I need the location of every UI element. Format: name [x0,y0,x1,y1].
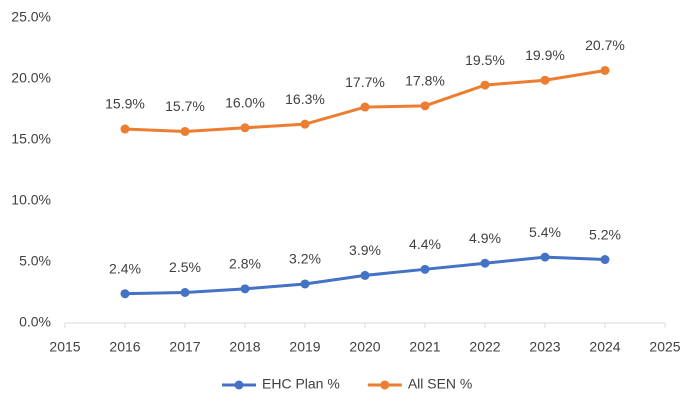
data-label: 15.7% [165,98,205,114]
y-tick-label: 15.0% [11,131,51,147]
data-label: 5.2% [589,226,621,242]
data-label: 2.4% [109,260,141,276]
data-point [600,65,610,75]
data-point [240,284,250,294]
legend-marker [234,380,244,390]
legend-label: All SEN % [408,376,473,392]
x-tick-label: 2024 [589,339,620,355]
data-label: 19.9% [525,47,565,63]
x-tick-label: 2016 [109,339,140,355]
data-label: 4.4% [409,236,441,252]
data-point [420,101,430,111]
data-point [360,102,370,112]
y-tick-label: 25.0% [11,9,51,25]
data-point [300,279,310,289]
x-tick-label: 2020 [349,339,380,355]
x-tick-label: 2022 [469,339,500,355]
data-point [540,75,550,85]
data-point [120,289,130,299]
y-tick-label: 20.0% [11,70,51,86]
x-tick-label: 2018 [229,339,260,355]
data-point [180,288,190,297]
data-label: 3.2% [289,251,321,267]
data-label: 17.8% [405,73,445,89]
data-label: 19.5% [465,52,505,68]
data-point [300,119,310,129]
y-tick-label: 10.0% [11,192,51,208]
data-label: 16.3% [285,91,325,107]
data-point [420,264,430,274]
data-label: 5.4% [529,224,561,240]
data-label: 4.9% [469,230,501,246]
x-tick-label: 2017 [169,339,200,355]
legend-label: EHC Plan % [262,376,340,392]
data-point [480,80,490,90]
data-point [480,258,490,268]
x-tick-label: 2023 [529,339,560,355]
x-tick-label: 2015 [49,339,80,355]
x-tick-label: 2025 [649,339,680,355]
data-point [600,255,610,265]
data-label: 2.5% [169,259,201,275]
y-tick-label: 0.0% [19,314,51,330]
data-point [360,270,370,280]
data-point [180,126,190,136]
y-tick-label: 5.0% [19,253,51,269]
data-label: 3.9% [349,242,381,258]
data-label: 2.8% [229,256,261,272]
data-point [120,124,130,134]
data-label: 17.7% [345,74,385,90]
legend-marker [380,380,390,390]
data-point [540,252,550,262]
x-tick-label: 2019 [289,339,320,355]
data-label: 20.7% [585,37,625,53]
data-point [240,123,250,133]
data-label: 15.9% [105,96,145,112]
data-label: 16.0% [225,95,265,111]
x-tick-label: 2021 [409,339,440,355]
